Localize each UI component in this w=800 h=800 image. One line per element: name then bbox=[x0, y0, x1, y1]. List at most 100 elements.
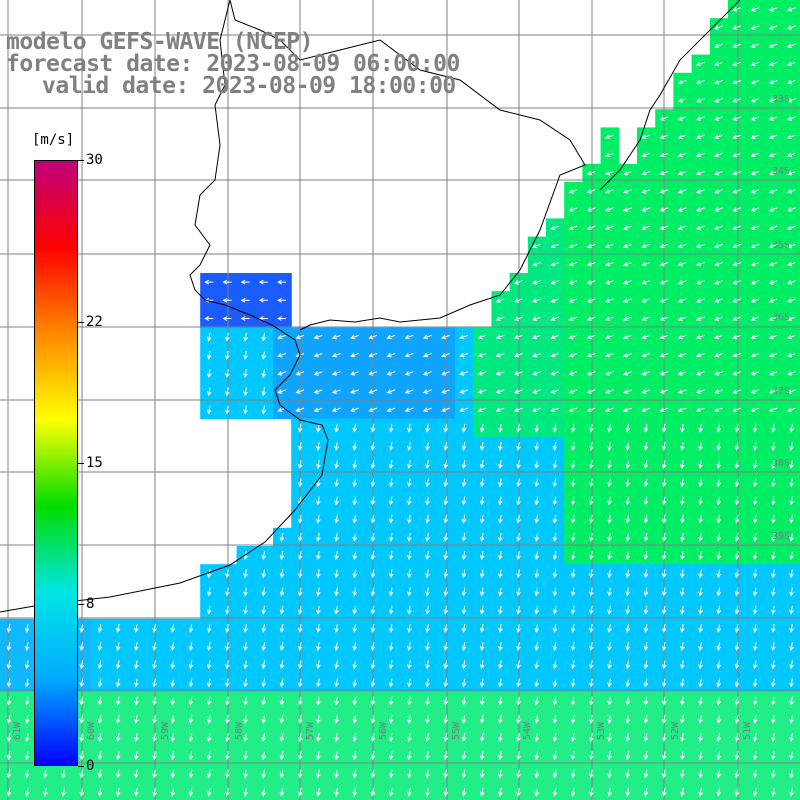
wind-arrow bbox=[680, 787, 685, 797]
wind-arrow bbox=[532, 316, 541, 321]
wind-arrow bbox=[534, 660, 540, 670]
wind-arrow bbox=[643, 551, 649, 561]
wind-arrow bbox=[388, 733, 394, 743]
wind-arrow bbox=[568, 243, 578, 249]
wind-arrow bbox=[771, 460, 776, 470]
wind-arrow bbox=[714, 352, 723, 358]
wind-arrow bbox=[661, 751, 667, 761]
wind-arrow bbox=[206, 787, 212, 797]
wind-arrow bbox=[516, 569, 521, 579]
wind-arrow bbox=[513, 280, 523, 285]
wind-arrow bbox=[498, 587, 503, 597]
wind-arrow bbox=[243, 369, 248, 379]
wind-arrow bbox=[479, 678, 485, 688]
wind-arrow bbox=[768, 352, 778, 358]
wind-arrow bbox=[352, 696, 358, 706]
wind-arrow bbox=[461, 423, 467, 433]
wind-arrow bbox=[170, 623, 176, 633]
wind-arrow bbox=[461, 642, 467, 652]
wind-arrow bbox=[277, 352, 287, 358]
wind-arrow bbox=[513, 298, 523, 303]
wind-arrow bbox=[771, 678, 776, 688]
wind-arrow bbox=[261, 660, 267, 670]
wind-arrow bbox=[261, 605, 267, 615]
wind-arrow bbox=[568, 371, 578, 376]
wind-arrow bbox=[752, 496, 758, 506]
wind-arrow bbox=[771, 787, 776, 797]
wind-arrow bbox=[789, 496, 794, 506]
wind-arrow bbox=[277, 371, 287, 376]
wind-arrow bbox=[589, 733, 594, 743]
wind-arrow bbox=[661, 478, 667, 488]
wind-arrow bbox=[388, 769, 394, 779]
wind-arrow bbox=[498, 532, 503, 542]
wind-arrow bbox=[134, 733, 139, 743]
wind-arrow bbox=[752, 769, 758, 779]
wind-arrow bbox=[297, 478, 303, 488]
wind-arrow bbox=[643, 714, 649, 724]
wind-arrow bbox=[586, 316, 596, 321]
wind-arrow bbox=[643, 696, 649, 706]
wind-arrow bbox=[661, 623, 667, 633]
wind-arrow bbox=[279, 678, 285, 688]
wind-arrow bbox=[698, 696, 703, 706]
wind-arrow bbox=[734, 551, 740, 561]
wind-arrow bbox=[498, 787, 503, 797]
wind-arrow bbox=[698, 623, 703, 633]
wind-arrow bbox=[698, 751, 703, 761]
wind-arrow bbox=[479, 532, 485, 542]
colorbar bbox=[34, 160, 78, 766]
wind-arrow bbox=[786, 116, 796, 121]
wind-arrow bbox=[643, 623, 649, 633]
wind-arrow bbox=[771, 587, 776, 597]
wind-arrow bbox=[589, 587, 594, 597]
wind-arrow bbox=[243, 587, 248, 597]
wind-arrow bbox=[134, 751, 139, 761]
wind-arrow bbox=[334, 478, 339, 488]
wind-arrow bbox=[222, 279, 232, 285]
wind-arrow bbox=[134, 623, 139, 633]
wind-arrow bbox=[750, 407, 760, 412]
wind-arrow bbox=[422, 389, 432, 394]
wind-arrow bbox=[732, 134, 742, 139]
wind-arrow bbox=[604, 389, 614, 394]
wind-arrow bbox=[752, 642, 758, 652]
wind-arrow bbox=[261, 587, 267, 597]
wind-arrow bbox=[752, 423, 758, 433]
wind-arrow bbox=[407, 551, 412, 561]
wind-arrow bbox=[316, 496, 321, 506]
wind-arrow bbox=[498, 751, 503, 761]
wind-arrow bbox=[716, 696, 722, 706]
wind-arrow bbox=[461, 587, 467, 597]
wind-arrow bbox=[316, 587, 321, 597]
wind-arrow bbox=[552, 478, 558, 488]
wind-arrow bbox=[225, 332, 230, 342]
wind-arrow bbox=[297, 569, 303, 579]
wind-arrow bbox=[498, 496, 503, 506]
wind-arrow bbox=[695, 189, 705, 194]
wind-arrow bbox=[279, 660, 285, 670]
wind-arrow bbox=[370, 751, 376, 761]
wind-arrow bbox=[334, 532, 339, 542]
wind-arrow bbox=[771, 751, 776, 761]
wind-arrow bbox=[768, 389, 778, 394]
wind-arrow bbox=[316, 460, 321, 470]
wind-arrow bbox=[789, 733, 794, 743]
wind-arrow bbox=[461, 496, 467, 506]
wind-arrow bbox=[659, 152, 669, 158]
wind-arrow bbox=[552, 642, 558, 652]
wind-arrow bbox=[698, 660, 703, 670]
wind-arrow bbox=[316, 605, 321, 615]
wind-arrow bbox=[388, 678, 394, 688]
wind-arrow bbox=[388, 587, 394, 597]
wind-arrow bbox=[79, 660, 85, 670]
wind-arrow bbox=[607, 769, 612, 779]
wind-arrow bbox=[677, 189, 687, 194]
wind-arrow bbox=[6, 787, 12, 797]
wind-arrow bbox=[570, 678, 576, 688]
wind-arrow bbox=[134, 696, 139, 706]
wind-arrow bbox=[206, 569, 212, 579]
wind-arrow bbox=[225, 678, 230, 688]
wind-arrow bbox=[661, 696, 667, 706]
wind-arrow bbox=[643, 423, 649, 433]
